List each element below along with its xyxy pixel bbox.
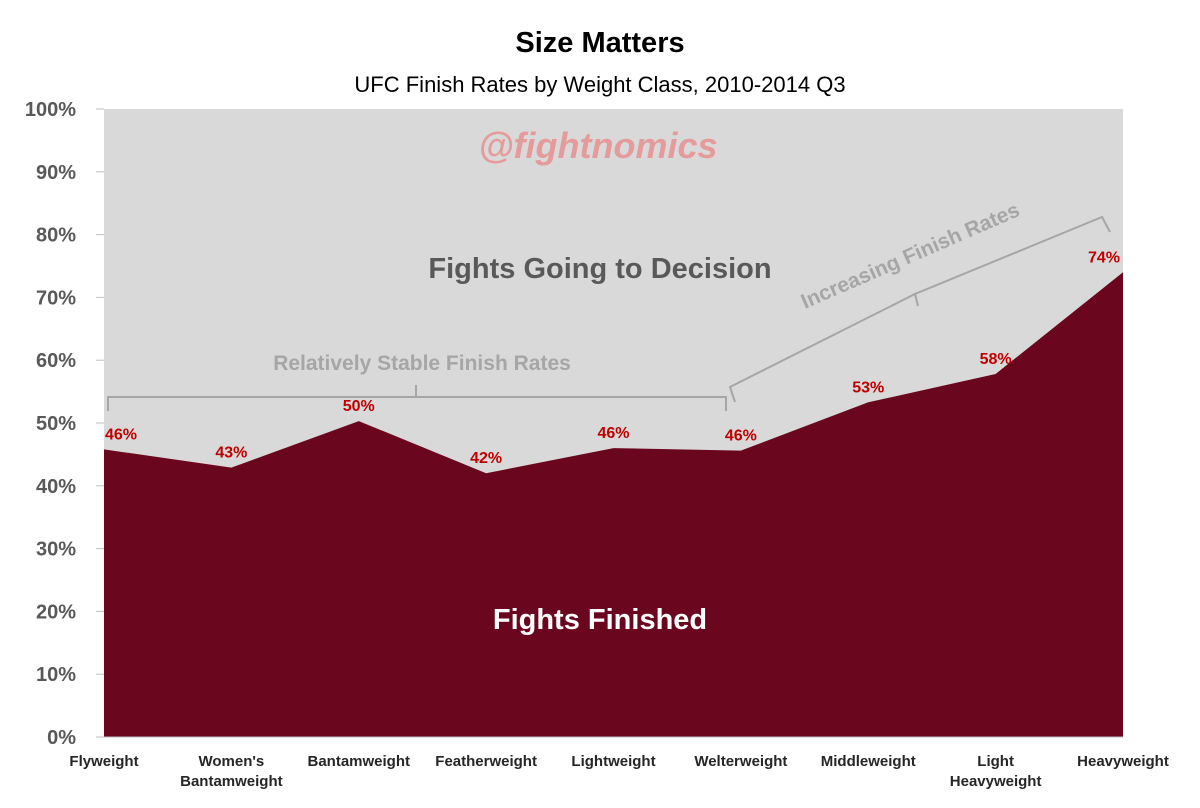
y-axis: 0% 10% 20% 30% 40% 50% 60% 70% 80% 90% 100% bbox=[25, 99, 104, 749]
y-tick-label: 60% bbox=[36, 350, 76, 372]
x-tick-label: Flyweight bbox=[69, 753, 138, 770]
x-tick-label: Lightweight bbox=[571, 753, 655, 770]
y-tick-label: 0% bbox=[47, 727, 76, 749]
chart-subtitle: UFC Finish Rates by Weight Class, 2010-2… bbox=[354, 72, 845, 97]
y-tick-label: 90% bbox=[36, 162, 76, 184]
data-label: 43% bbox=[215, 445, 247, 462]
data-label: 46% bbox=[597, 425, 629, 442]
plot-area bbox=[104, 109, 1123, 738]
finished-area-label: Fights Finished bbox=[493, 604, 707, 636]
stable-bracket bbox=[107, 385, 727, 411]
watermark: @fightnomics bbox=[478, 125, 717, 166]
chart-title: Size Matters bbox=[515, 27, 684, 59]
y-tick-label: 40% bbox=[36, 476, 76, 498]
x-tick-label: Women's Bantamweight bbox=[180, 753, 283, 790]
y-tick-label: 80% bbox=[36, 225, 76, 247]
y-tick-label: 100% bbox=[25, 99, 76, 121]
x-tick-label: Light Heavyweight bbox=[950, 753, 1042, 790]
x-tick-label: Featherweight bbox=[435, 753, 537, 770]
data-label: 46% bbox=[725, 428, 757, 445]
y-tick-label: 20% bbox=[36, 601, 76, 623]
x-tick-label: Heavyweight bbox=[1077, 753, 1169, 770]
decision-area-label: Fights Going to Decision bbox=[428, 253, 771, 285]
stable-annotation: Relatively Stable Finish Rates bbox=[273, 352, 571, 375]
increasing-bracket bbox=[728, 215, 1111, 403]
y-tick-label: 10% bbox=[36, 664, 76, 686]
x-tick-label: Middleweight bbox=[821, 753, 916, 770]
x-tick-label: Bantamweight bbox=[307, 753, 410, 770]
data-label: 74% bbox=[1088, 249, 1120, 266]
x-tick-label: Welterweight bbox=[694, 753, 787, 770]
finished-area bbox=[104, 272, 1123, 737]
y-tick-label: 50% bbox=[36, 413, 76, 435]
data-label: 42% bbox=[470, 450, 502, 467]
y-tick-label: 70% bbox=[36, 287, 76, 309]
data-label: 46% bbox=[105, 426, 137, 443]
data-labels: 46% 43% 50% 42% 46% 46% 53% 58% 74% bbox=[105, 249, 1120, 467]
y-tick-label: 30% bbox=[36, 539, 76, 561]
data-label: 53% bbox=[852, 379, 884, 396]
data-label: 50% bbox=[343, 398, 375, 415]
x-axis: Flyweight Women's Bantamweight Bantamweight… bbox=[69, 753, 1168, 790]
data-label: 58% bbox=[980, 351, 1012, 368]
